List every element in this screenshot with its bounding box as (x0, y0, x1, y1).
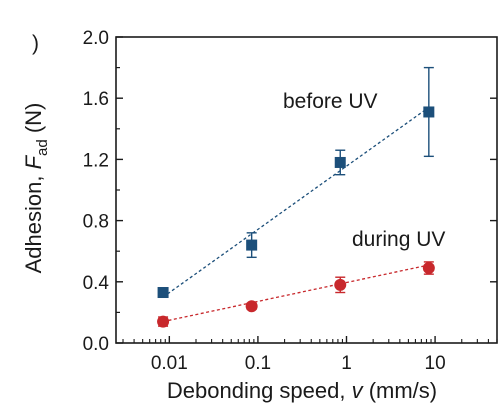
during-uv-fit-line (162, 264, 429, 323)
y-tick-label: 1.2 (83, 150, 109, 171)
before-uv-point (246, 239, 258, 251)
before-uv-point (334, 156, 346, 168)
x-tick-label: 0.01 (151, 353, 188, 374)
y-tick-label: 1.6 (83, 89, 109, 110)
plot-frame (115, 36, 498, 344)
before-uv-point (423, 106, 435, 118)
y-axis-title: Adhesion, Fad (N) (21, 103, 51, 274)
x-axis-title: Debonding speed, v (mm/s) (167, 378, 437, 403)
series-label-during-uv: during UV (352, 228, 445, 251)
panel-label: ) (32, 32, 39, 55)
plot-area: 0.0 0.4 0.8 1.2 1.6 2.0 0.01 0.1 1 10 before UV dur… (83, 28, 498, 374)
during-uv-point (157, 315, 170, 328)
x-tick-label: 10 (425, 353, 446, 374)
during-uv-point (422, 262, 435, 275)
y-tick-label: 0.8 (83, 212, 109, 233)
before-uv-point (157, 287, 169, 299)
during-uv-point (245, 300, 258, 313)
y-tick-label: 0.0 (83, 334, 109, 355)
series-label-before-uv: before UV (283, 90, 378, 113)
during-uv-point (334, 278, 347, 291)
y-tick-label: 2.0 (83, 28, 109, 49)
x-tick-label: 0.1 (245, 353, 271, 374)
before-uv-fit-line (162, 106, 430, 298)
y-tick-label: 0.4 (83, 273, 110, 294)
x-tick-label: 1 (341, 353, 352, 374)
